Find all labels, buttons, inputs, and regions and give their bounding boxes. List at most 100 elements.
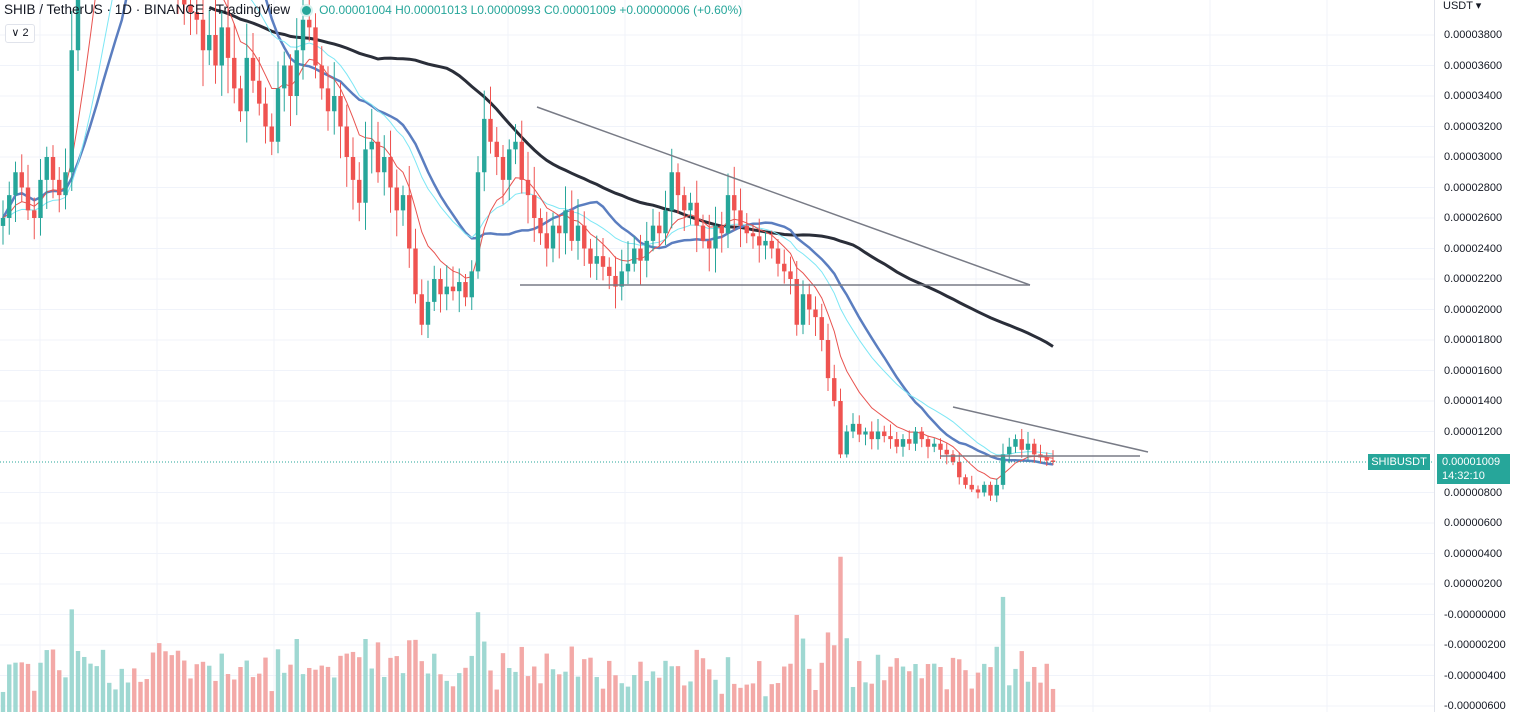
volume-bar	[557, 674, 562, 712]
volume-bar	[419, 661, 424, 712]
price-tick-label: -0.00000000	[1444, 608, 1506, 621]
volume-bar	[400, 673, 406, 712]
volume-bar	[375, 642, 381, 712]
candle-body	[688, 202, 693, 211]
candle-body	[813, 309, 818, 318]
indicator-collapse-button[interactable]: ∨ 2	[5, 24, 35, 43]
symbol-title[interactable]: SHIB / TetherUS · 1D · BINANCE · Trading…	[4, 2, 291, 17]
volume-bar	[413, 639, 418, 712]
volume-bar	[544, 653, 549, 712]
candle-body	[863, 431, 868, 435]
volume-bar	[1025, 681, 1031, 712]
volume-bar	[1032, 666, 1037, 712]
price-tick-label: 0.00001400	[1444, 395, 1503, 407]
volume-bar	[425, 673, 431, 712]
candle-body	[894, 439, 899, 447]
candle-body	[1007, 446, 1012, 455]
volume-bar	[944, 689, 949, 712]
candle-body	[932, 443, 937, 447]
grid	[0, 0, 1434, 712]
candle-body	[800, 294, 806, 325]
candle-body	[638, 248, 643, 261]
candle-body	[500, 157, 506, 180]
candle-body	[769, 240, 774, 249]
candle-body	[482, 118, 487, 173]
candle-body	[900, 439, 906, 447]
candle-body	[38, 179, 43, 218]
volume-bar	[157, 643, 162, 712]
candle-body	[1000, 454, 1006, 485]
candle-body	[75, 0, 81, 51]
price-tick-label: 0.00001600	[1444, 364, 1503, 377]
volume-bar	[182, 660, 187, 712]
candle-body	[957, 462, 962, 478]
candle-body	[744, 225, 749, 234]
chart-header: SHIB / TetherUS · 1D · BINANCE · Trading…	[4, 2, 742, 18]
candle-body	[657, 225, 662, 234]
volume-bar	[463, 667, 468, 712]
volume-bar	[344, 653, 349, 712]
volume-bar	[838, 556, 843, 712]
volume-bar	[907, 671, 912, 712]
chart-area[interactable]: SHIB / TetherUS · 1D · BINANCE · Trading…	[0, 0, 1434, 712]
currency-selector[interactable]: USDT ▾	[1443, 0, 1482, 12]
volume-bar	[332, 677, 337, 712]
candle-body	[438, 279, 443, 295]
candle-body	[888, 436, 893, 440]
volume-bar	[950, 657, 956, 712]
volume-bar	[800, 638, 806, 712]
candle-body	[1044, 457, 1049, 461]
volume-bar	[432, 653, 437, 712]
candle-body	[182, 0, 187, 5]
volume-bar	[475, 612, 481, 712]
candle-body	[282, 65, 287, 89]
candle-body	[782, 263, 787, 272]
volume-bar	[407, 640, 412, 712]
trendline	[536, 106, 1031, 286]
volume-bar	[219, 653, 224, 712]
volume-bar	[7, 664, 12, 712]
volume-bar	[550, 669, 556, 712]
candle-body	[219, 27, 224, 66]
volume-bar	[132, 668, 137, 712]
candle-body	[419, 294, 424, 325]
price-tick-label: 0.00002800	[1444, 181, 1503, 194]
volume-bar	[532, 666, 537, 712]
last-price-tag: 0.00001009 14:32:10	[1437, 454, 1510, 484]
price-tick-label: 0.00001800	[1444, 334, 1503, 346]
candle-body	[719, 225, 724, 234]
candle-body	[13, 172, 18, 196]
volume-bar	[682, 685, 687, 712]
candle-body	[582, 225, 587, 249]
volume-bar	[188, 678, 193, 712]
candle-body	[532, 195, 537, 218]
price-scale[interactable]: USDT ▾ 0.00003800 0.00003600 0.00003400 0.0…	[1434, 0, 1525, 712]
candle-body	[275, 88, 281, 142]
volume-bar	[75, 651, 81, 712]
candle-body	[525, 179, 531, 196]
volume-bar	[269, 691, 274, 712]
volume-bar	[969, 688, 974, 712]
volume-bar	[757, 661, 762, 712]
price-tick-label: 0.00002000	[1444, 303, 1503, 316]
volume-bar	[300, 674, 306, 712]
price-chart[interactable]	[0, 0, 1434, 712]
volume-bar	[313, 669, 318, 712]
candle-body	[238, 88, 243, 112]
volume-bar	[769, 684, 774, 712]
volume-bar	[1007, 685, 1012, 712]
candle-body	[732, 195, 737, 211]
candle-body	[619, 271, 624, 287]
candle-body	[1025, 443, 1031, 450]
ema-cyan	[2, 0, 1054, 456]
volume-bar	[782, 666, 787, 712]
volume-bar	[1044, 663, 1049, 712]
candle-body	[407, 195, 412, 249]
candle-body	[388, 157, 393, 188]
volume-bar	[163, 651, 168, 712]
volume-bar	[700, 658, 706, 712]
candle-body	[875, 431, 881, 440]
ma200	[208, 6, 1054, 348]
candle-body	[713, 225, 718, 249]
volume-bar	[57, 670, 62, 712]
